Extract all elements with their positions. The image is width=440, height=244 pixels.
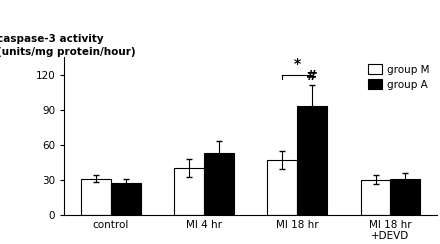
Legend: group M, group A: group M, group A — [366, 62, 432, 92]
Text: caspase-3 activity: caspase-3 activity — [0, 34, 104, 44]
Bar — [268, 160, 297, 215]
Bar — [81, 179, 111, 215]
Bar — [297, 106, 327, 215]
Bar — [390, 179, 420, 215]
Text: #: # — [306, 69, 318, 83]
Bar — [204, 153, 234, 215]
Bar — [111, 183, 141, 215]
Bar — [174, 168, 204, 215]
Text: (units/mg protein/hour): (units/mg protein/hour) — [0, 47, 136, 57]
Bar — [361, 180, 390, 215]
Text: *: * — [294, 57, 301, 71]
